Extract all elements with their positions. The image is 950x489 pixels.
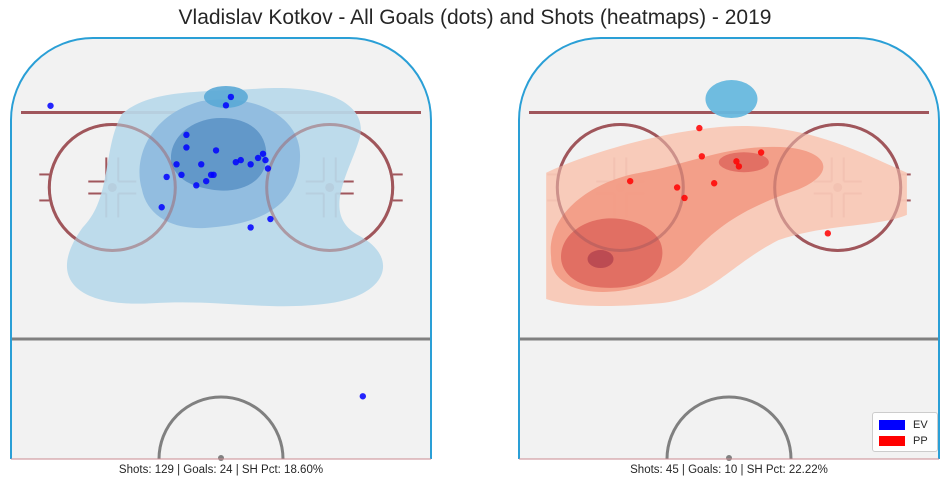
goal-point: [696, 124, 703, 132]
goal-point: [359, 393, 367, 400]
goal-point: [757, 149, 765, 156]
goal-point: [733, 158, 740, 165]
goal-point: [183, 144, 190, 151]
goal-point: [207, 171, 215, 179]
center-circle: [157, 395, 285, 460]
heatmap-crease-blob: [705, 80, 758, 119]
goal-point: [183, 131, 190, 139]
goal-point: [735, 163, 743, 170]
goal-point: [247, 161, 254, 168]
rink-boards: [10, 37, 432, 459]
legend-label-ev: EV: [913, 419, 928, 431]
chart-title: Vladislav Kotkov - All Goals (dots) and …: [178, 6, 772, 29]
goal-point: [47, 102, 54, 109]
goal-point: [254, 154, 262, 162]
goal-point: [198, 161, 205, 168]
goal-point: [163, 173, 170, 181]
heatmap-level-3: [170, 117, 267, 191]
goal-point: [710, 180, 718, 187]
goal-point: [681, 194, 688, 202]
goal-point: [262, 156, 269, 164]
goal-point: [222, 102, 230, 109]
goal-point: [698, 153, 706, 160]
goal-point: [202, 177, 210, 185]
goal-point: [259, 150, 267, 157]
goal-point: [237, 156, 244, 164]
goal-point: [212, 147, 220, 154]
faceoff-circle-overlay: [773, 122, 903, 252]
center-dot: [726, 455, 732, 461]
legend: EV PP: [872, 412, 938, 452]
legend-label-pp: PP: [913, 435, 928, 447]
legend-item-ev: EV: [879, 417, 931, 433]
caption-right: Shots: 45 | Goals: 10 | SH Pct: 22.22%: [630, 464, 828, 476]
caption-left: Shots: 129 | Goals: 24 | SH Pct: 18.60%: [118, 464, 324, 476]
legend-item-pp: PP: [879, 433, 931, 449]
heatmap-level-3b: [718, 152, 769, 173]
goal-point: [193, 182, 200, 189]
faceoff-circle-overlay: [47, 122, 177, 252]
goal-point: [178, 171, 185, 179]
goal-point: [158, 204, 165, 211]
faceoff-circle-overlay: [555, 122, 685, 252]
heatmap-level-4: [203, 85, 248, 108]
goal-point: [626, 177, 634, 185]
goal-point: [247, 224, 254, 231]
heatmap-level-4: [587, 250, 614, 269]
center-circle: [665, 395, 793, 460]
goal-point: [227, 93, 235, 101]
legend-swatch-ev: [879, 420, 905, 430]
faceoff-circle-overlay: [265, 122, 395, 252]
goal-point: [267, 215, 274, 223]
heatmap-level-3: [561, 218, 663, 288]
legend-swatch-pp: [879, 436, 905, 446]
goal-point: [264, 165, 272, 172]
goal-point: [173, 161, 180, 168]
goal-point: [673, 184, 681, 191]
goal-point: [824, 230, 832, 237]
rink-boards: [518, 37, 940, 459]
goal-point: [232, 158, 240, 166]
